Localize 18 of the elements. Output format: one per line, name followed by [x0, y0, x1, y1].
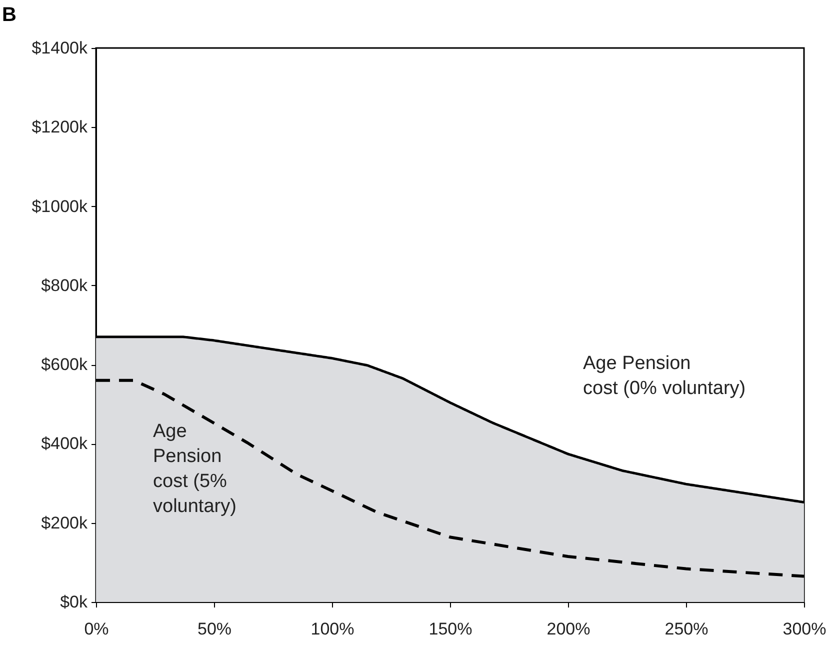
x-tick-label: 300%	[782, 620, 826, 638]
x-tick-label: 200%	[546, 620, 590, 638]
x-tick-label: 0%	[84, 620, 109, 638]
x-tick-label: 150%	[428, 620, 472, 638]
y-tick-label: $200k	[41, 513, 88, 532]
series-label: Age Pension cost (5% voluntary)	[153, 421, 236, 517]
x-tick-label: 100%	[310, 620, 354, 638]
y-tick-label: $1200k	[32, 118, 88, 137]
text: Age Pension cost (0% voluntary)	[583, 353, 746, 399]
y-tick-label: $400k	[41, 434, 88, 454]
chart-title: B	[2, 4, 16, 26]
y-tick-label: $0k	[60, 592, 88, 612]
y-tick-label: $800k	[41, 276, 88, 295]
x-tick-label: 50%	[197, 620, 232, 638]
y-tick-label: $600k	[41, 355, 88, 374]
y-tick-label: $1000k	[32, 196, 88, 216]
y-tick-label: $1400k	[32, 38, 88, 58]
x-tick-label: 250%	[664, 620, 708, 638]
